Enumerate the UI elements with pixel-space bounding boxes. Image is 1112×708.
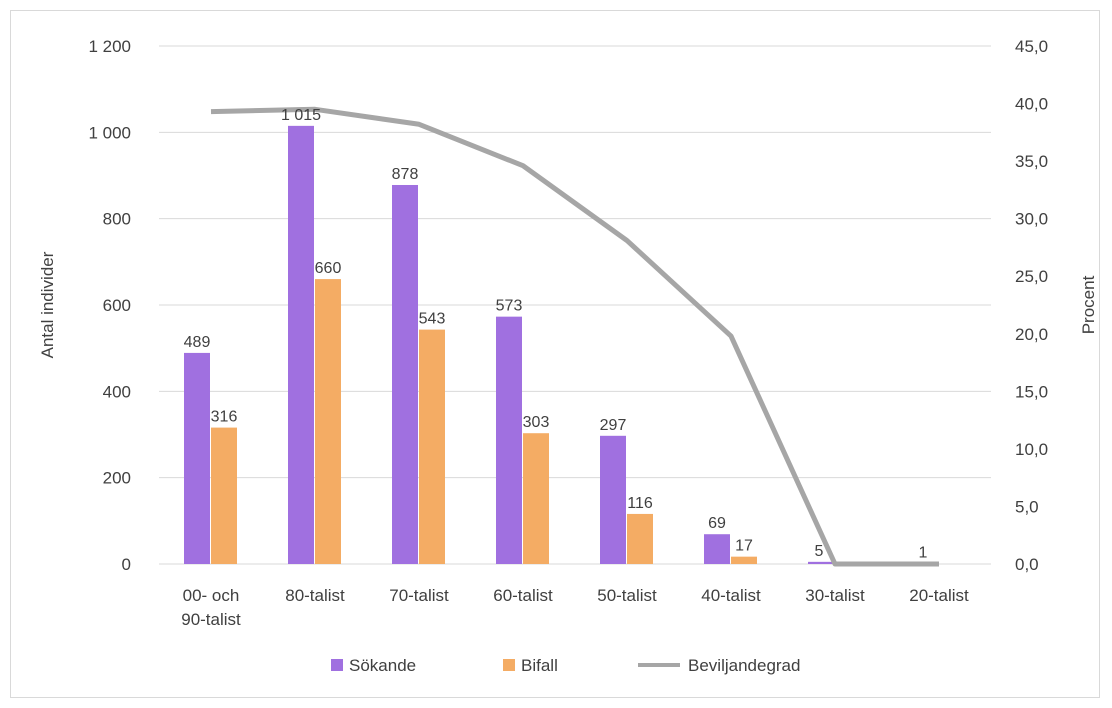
y-right-tick-label: 35,0 [1015, 152, 1048, 171]
bar-sökande [496, 316, 522, 564]
y-left-tick-label: 200 [103, 469, 131, 488]
y-left-tick-label: 600 [103, 296, 131, 315]
x-category-label: 70-talist [389, 586, 449, 605]
y-right-tick-label: 25,0 [1015, 267, 1048, 286]
x-category-label: 30-talist [805, 586, 865, 605]
x-category-label: 20-talist [909, 586, 969, 605]
y-right-tick-label: 45,0 [1015, 37, 1048, 56]
data-label-sökande: 297 [600, 417, 627, 434]
combo-chart: 489 1 015 878 573 297 69 5 1 316 660 543 303 116 17 0… [38, 37, 1098, 675]
y-left-tick-label: 800 [103, 210, 131, 229]
y-axis-left-title: Antal individer [38, 251, 57, 358]
legend-swatch-sökande [331, 659, 343, 671]
x-category-label: 00- och [183, 586, 240, 605]
y-left-tick-label: 0 [122, 555, 131, 574]
x-category-label: 60-talist [493, 586, 553, 605]
y-right-tick-label: 20,0 [1015, 325, 1048, 344]
bar-bifall [211, 427, 237, 564]
data-labels: 489 1 015 878 573 297 69 5 1 316 660 543 303 116 17 [184, 107, 928, 562]
x-category-label: 50-talist [597, 586, 657, 605]
axes: 0 200 400 600 800 1 000 1 200 0,0 5,0 10,0 15,0 20,… [88, 37, 1048, 629]
data-label-sökande: 5 [815, 543, 824, 560]
x-category-label: 90-talist [181, 610, 241, 629]
legend-label: Beviljandegrad [688, 656, 800, 675]
y-right-tick-label: 10,0 [1015, 440, 1048, 459]
bar-sökande [808, 561, 834, 564]
bar-sökande [600, 435, 626, 564]
y-right-tick-label: 30,0 [1015, 210, 1048, 229]
y-left-tick-label: 1 200 [88, 37, 131, 56]
chart-frame: 489 1 015 878 573 297 69 5 1 316 660 543 303 116 17 0… [10, 10, 1100, 698]
y-right-tick-label: 0,0 [1015, 555, 1039, 574]
y-right-tick-label: 15,0 [1015, 382, 1048, 401]
bars [184, 125, 938, 564]
bar-sökande [392, 184, 418, 564]
data-label-bifall: 316 [211, 409, 238, 426]
data-label-sökande: 1 [919, 545, 928, 562]
bar-sökande [184, 352, 210, 564]
data-label-bifall: 116 [627, 495, 653, 512]
legend: Sökande Bifall Beviljandegrad [331, 656, 800, 675]
x-category-label: 40-talist [701, 586, 761, 605]
bar-bifall [731, 556, 757, 564]
y-axis-right-title: Procent [1079, 275, 1098, 334]
data-label-sökande: 573 [496, 298, 523, 315]
x-category-label: 80-talist [285, 586, 345, 605]
data-label-sökande: 878 [392, 166, 419, 183]
rate-line [210, 106, 939, 567]
data-label-bifall: 543 [419, 311, 446, 328]
bar-bifall [419, 329, 445, 564]
data-label-sökande: 1 015 [281, 107, 321, 124]
bar-bifall [523, 433, 549, 564]
bar-bifall [315, 279, 341, 564]
y-left-tick-label: 400 [103, 382, 131, 401]
bar-bifall [627, 513, 653, 564]
data-label-bifall: 660 [315, 260, 342, 277]
series-line-beviljandegrad [210, 106, 939, 567]
y-right-tick-label: 5,0 [1015, 497, 1039, 516]
data-label-sökande: 69 [708, 515, 726, 532]
data-label-bifall: 17 [735, 538, 753, 555]
legend-label: Bifall [521, 656, 558, 675]
legend-swatch-bifall [503, 659, 515, 671]
y-left-tick-label: 1 000 [88, 123, 131, 142]
data-label-sökande: 489 [184, 334, 211, 351]
bar-sökande [704, 534, 730, 564]
legend-label: Sökande [349, 656, 416, 675]
data-label-bifall: 303 [523, 414, 550, 431]
y-right-tick-label: 40,0 [1015, 95, 1048, 114]
bar-sökande [288, 125, 314, 564]
